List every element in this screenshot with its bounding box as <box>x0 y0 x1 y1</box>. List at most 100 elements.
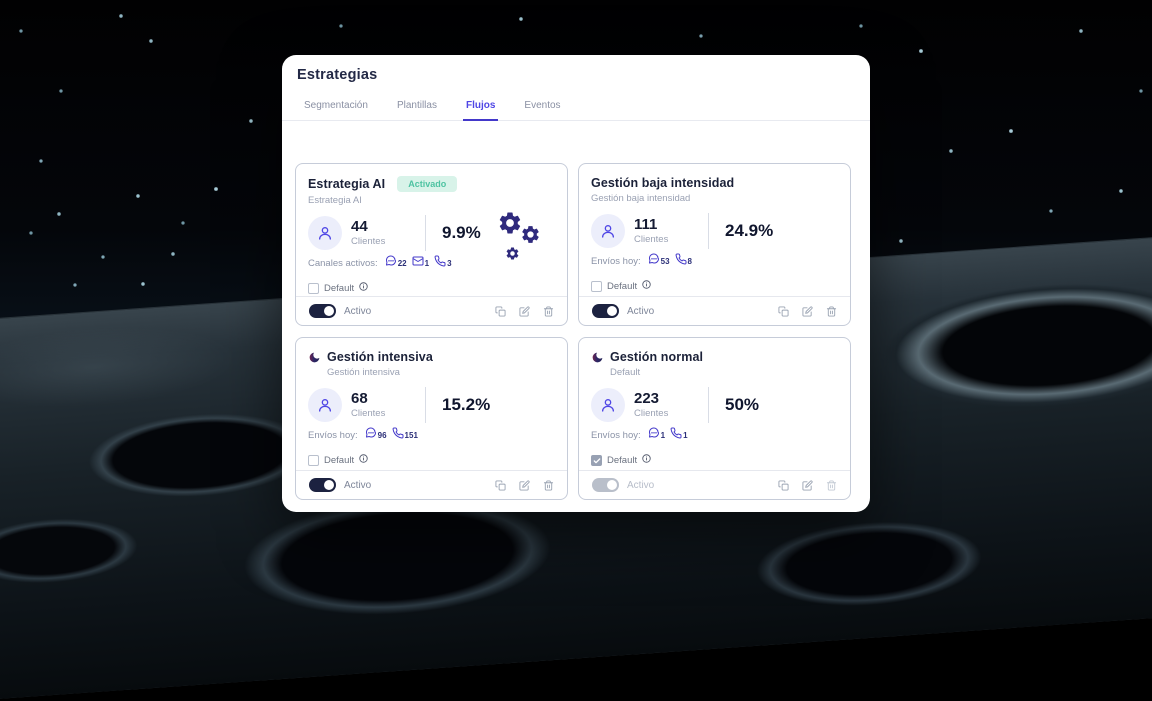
channel-stat: 53 <box>648 252 670 270</box>
info-icon[interactable] <box>359 454 368 463</box>
info-icon[interactable] <box>359 282 368 291</box>
tab-eventos[interactable]: Eventos <box>521 91 563 121</box>
clients-block: 44 Clientes <box>351 219 419 248</box>
info-icon[interactable] <box>642 454 651 463</box>
strategy-cards-grid: Estrategia AI Activado Estrategia AI 44 … <box>282 163 870 500</box>
default-row: Default <box>308 283 555 294</box>
card-footer: Activo <box>296 470 567 499</box>
tab-segmentación[interactable]: Segmentación <box>301 91 371 121</box>
duplicate-button[interactable] <box>778 306 789 317</box>
chat-icon <box>365 426 377 444</box>
card-subtitle: Default <box>610 367 838 378</box>
toggle-knob <box>607 480 617 490</box>
card-title-row: Gestión baja intensidad <box>591 176 838 190</box>
duplicate-button[interactable] <box>495 480 506 491</box>
delete-button[interactable] <box>543 480 554 491</box>
card-title-row: Gestión normal <box>591 350 838 364</box>
percentage-value: 15.2% <box>442 395 490 415</box>
card-footer: Activo <box>579 296 850 325</box>
edit-button[interactable] <box>802 480 813 491</box>
delete-button[interactable] <box>543 306 554 317</box>
vertical-divider <box>425 215 426 251</box>
channel-value: 3 <box>447 259 451 268</box>
tab-plantillas[interactable]: Plantillas <box>394 91 440 121</box>
default-checkbox[interactable] <box>591 455 602 466</box>
strategy-card: Gestión normal Default 223 Clientes 50% … <box>578 337 851 500</box>
vertical-divider <box>708 213 709 249</box>
card-title: Gestión intensiva <box>327 350 433 364</box>
strategy-card: Gestión intensiva Gestión intensiva 68 C… <box>295 337 568 500</box>
card-actions <box>495 306 554 317</box>
delete-button[interactable] <box>826 480 837 491</box>
percentage-value: 24.9% <box>725 221 773 241</box>
edit-button[interactable] <box>519 306 530 317</box>
chat-icon <box>648 252 660 270</box>
default-checkbox[interactable] <box>308 283 319 294</box>
channel-value: 1 <box>425 259 429 268</box>
active-toggle[interactable] <box>309 478 336 492</box>
active-toggle-label: Activo <box>344 306 371 317</box>
delete-button[interactable] <box>826 306 837 317</box>
card-subtitle: Estrategia AI <box>308 195 555 206</box>
estrategias-window: Estrategias Segmentación Plantillas Flujos… <box>282 55 870 512</box>
card-actions <box>778 306 837 317</box>
edit-button[interactable] <box>802 306 813 317</box>
card-body: Gestión normal Default 223 Clientes 50% … <box>579 338 850 466</box>
duplicate-button[interactable] <box>495 306 506 317</box>
card-subtitle: Gestión baja intensidad <box>591 193 838 204</box>
channels-label: Envíos hoy: <box>308 430 358 441</box>
channel-stat: 1 <box>412 254 429 272</box>
clients-count: 68 <box>351 391 419 408</box>
active-toggle[interactable] <box>592 478 619 492</box>
active-toggle[interactable] <box>592 304 619 318</box>
phone-icon <box>670 426 682 444</box>
clients-avatar <box>591 214 625 248</box>
default-checkbox[interactable] <box>308 455 319 466</box>
chat-icon <box>385 254 397 272</box>
moon-icon <box>308 351 321 364</box>
clients-count: 223 <box>634 391 702 408</box>
active-toggle-label: Activo <box>344 480 371 491</box>
active-toggle[interactable] <box>309 304 336 318</box>
channel-stat: 8 <box>675 252 692 270</box>
tab-bar: Segmentación Plantillas Flujos Eventos <box>282 91 870 121</box>
clients-label: Clientes <box>634 408 702 419</box>
channel-stat: 22 <box>385 254 407 272</box>
edit-button[interactable] <box>519 480 530 491</box>
tab-flujos[interactable]: Flujos <box>463 91 498 121</box>
vertical-divider <box>425 387 426 423</box>
percentage-value: 9.9% <box>442 223 481 243</box>
channels-label: Canales activos: <box>308 258 378 269</box>
stats-row: 223 Clientes 50% <box>591 386 838 424</box>
gears-icon <box>497 210 553 264</box>
card-title: Gestión baja intensidad <box>591 176 734 190</box>
info-icon[interactable] <box>642 280 651 289</box>
page-title: Estrategias <box>297 67 855 83</box>
channels-list: 22 1 3 <box>385 254 452 272</box>
channel-value: 53 <box>661 257 670 266</box>
channels-label: Envíos hoy: <box>591 430 641 441</box>
stats-row: 68 Clientes 15.2% <box>308 386 555 424</box>
clients-avatar <box>308 388 342 422</box>
default-row: Default <box>308 455 555 466</box>
clients-count: 111 <box>634 217 702 234</box>
default-label: Default <box>324 283 354 294</box>
channel-value: 96 <box>378 431 387 440</box>
card-title: Gestión normal <box>610 350 703 364</box>
active-toggle-label: Activo <box>627 480 654 491</box>
channel-value: 1 <box>661 431 665 440</box>
duplicate-button[interactable] <box>778 480 789 491</box>
default-label: Default <box>607 281 637 292</box>
channel-value: 1 <box>683 431 687 440</box>
card-title-row: Gestión intensiva <box>308 350 555 364</box>
strategy-card: Estrategia AI Activado Estrategia AI 44 … <box>295 163 568 326</box>
default-checkbox[interactable] <box>591 281 602 292</box>
channels-label: Envíos hoy: <box>591 256 641 267</box>
clients-avatar <box>591 388 625 422</box>
channel-stat: 1 <box>648 426 665 444</box>
channel-stat: 1 <box>670 426 687 444</box>
card-body: Gestión baja intensidad Gestión baja int… <box>579 164 850 292</box>
